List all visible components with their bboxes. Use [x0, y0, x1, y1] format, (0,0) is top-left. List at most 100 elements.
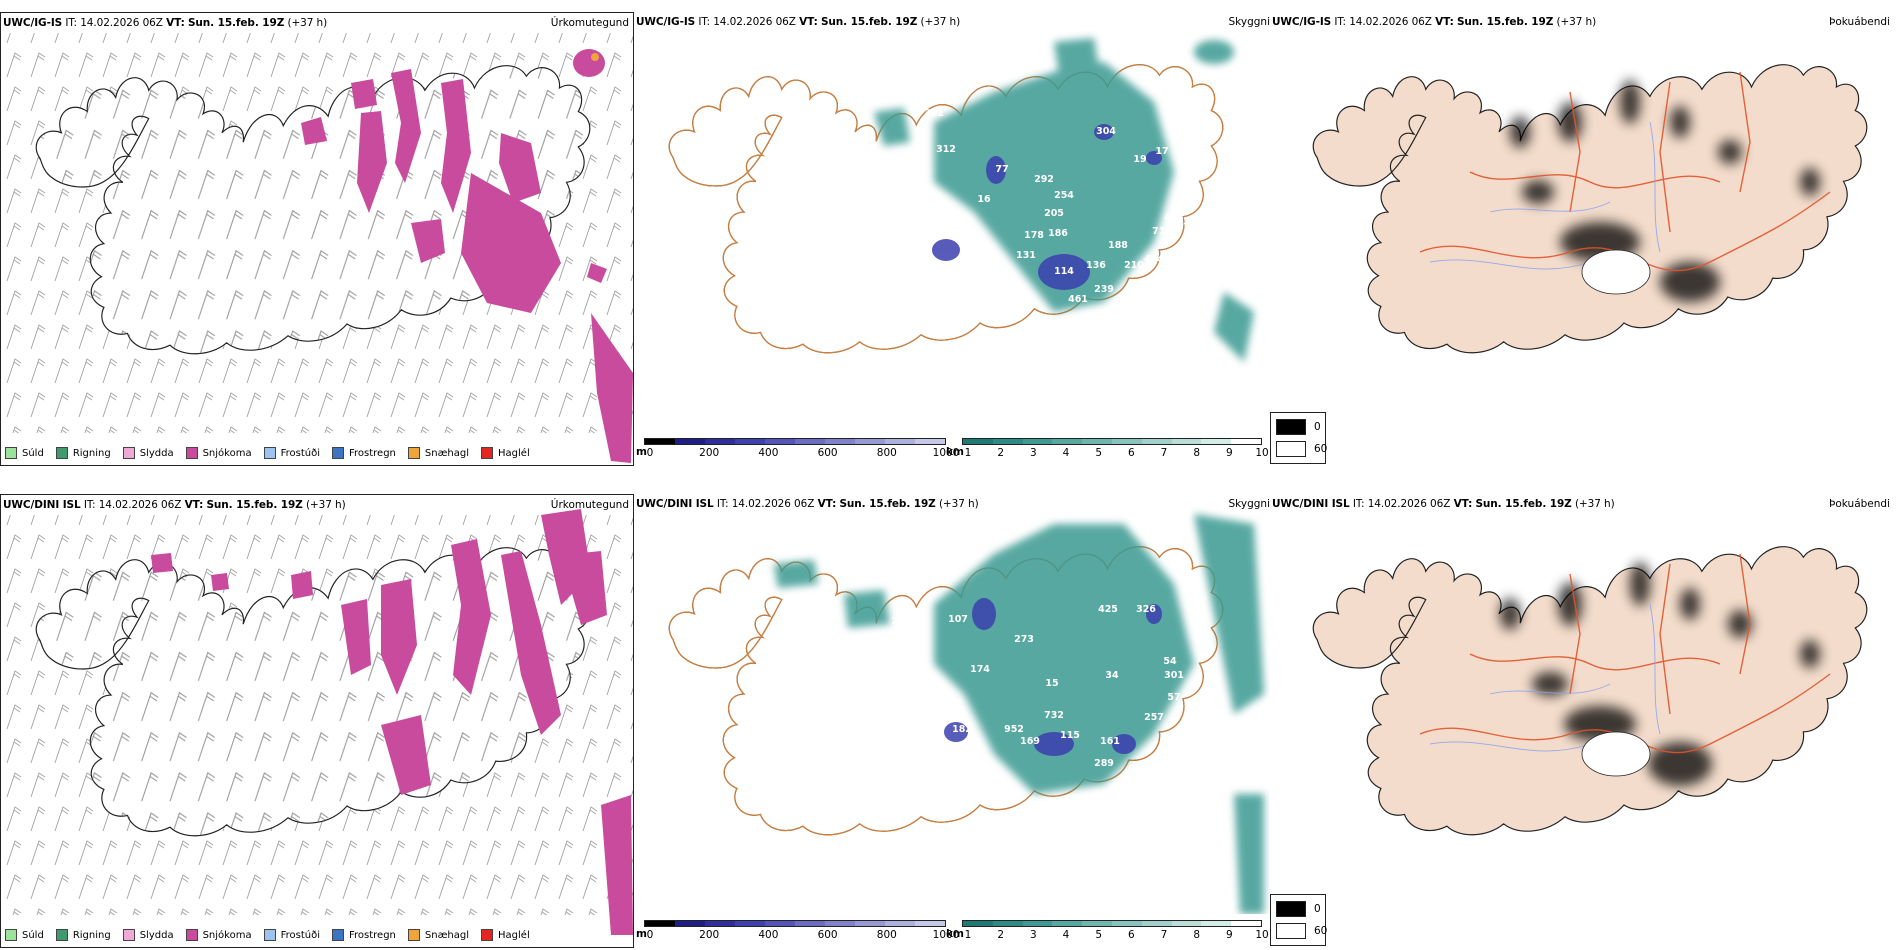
cloud-base-value: 77 [995, 164, 1008, 175]
visibility-panel: UWC/DINI ISL IT: 14.02.2026 06Z VT: Sun.… [634, 494, 1270, 950]
colorbar-step [1022, 921, 1053, 926]
colorbar-tick-label: 4 [1062, 929, 1070, 941]
colorbar-tick-label: 5 [1095, 929, 1102, 941]
low-visibility-areas [774, 514, 1264, 914]
colorbar-step [795, 439, 825, 444]
panel-header: UWC/IG-IS IT: 14.02.2026 06Z VT: Sun. 15… [636, 16, 961, 28]
legend-item-rigning: Rigning [55, 929, 111, 941]
colorbar-step [705, 439, 735, 444]
fog-map [1312, 546, 1868, 836]
cloud-base-value: 114 [1054, 266, 1074, 277]
panel-title: Þokuábendi [1829, 16, 1890, 28]
cloud-base-value: 186 [1048, 228, 1068, 239]
fog-legend: 0 60 [1270, 894, 1327, 946]
colorbar-step [992, 921, 1023, 926]
colorbar-step [963, 439, 993, 444]
legend-item-slydda: Slydda [122, 929, 174, 941]
colorbar-step [1052, 921, 1083, 926]
lead-time: (+37 h) [287, 17, 328, 29]
legend-item-slydda: Slydda [122, 447, 174, 459]
colorbar-tick-label: 1 [964, 929, 972, 941]
cloud-base-value: 15 [1045, 678, 1058, 689]
cloud-base-value: 182 [952, 724, 972, 735]
colorbar-step [1141, 921, 1172, 926]
colorbar-step [1231, 439, 1261, 444]
cloud-base-value: 188 [1108, 240, 1128, 251]
colorbar-step [1052, 439, 1083, 444]
cloud-base-value: 131 [1016, 250, 1036, 261]
colorbar-step [765, 921, 795, 926]
cloud-base-value: 17 [1155, 146, 1168, 157]
model-name: UWC/IG-IS [3, 17, 63, 29]
panel-title: Úrkomutegund [550, 17, 629, 29]
cloud-base-value: 169 [1020, 736, 1040, 747]
colorbar-tick-label: 600 [817, 447, 838, 459]
cloud-base-value: 732 [1044, 710, 1064, 721]
precip-legend: Súld Rigning Slydda Snjókoma Frostúði Fr… [5, 929, 542, 941]
colorbar-step [645, 439, 675, 444]
legend-item-snjokoma: Snjókoma [185, 447, 252, 459]
cloud-base-value: 326 [1136, 604, 1156, 615]
legend-item-haglel: Haglél [481, 447, 530, 459]
visibility-panel: UWC/IG-IS IT: 14.02.2026 06Z VT: Sun. 15… [634, 12, 1270, 468]
panel-header: UWC/IG-IS IT: 14.02.2026 06Z VT: Sun. 15… [3, 17, 328, 29]
colorbar-step [1111, 439, 1142, 444]
cloud-base-value: 292 [1034, 174, 1054, 185]
colorbar-tick-label: 6 [1127, 929, 1135, 941]
panel-title: Úrkomutegund [550, 499, 629, 511]
colorbar-step [1141, 439, 1172, 444]
cloud-base-value: 425 [1098, 604, 1118, 615]
cloud-base-value: 174 [970, 664, 990, 675]
cloud-base-value: 205 [1044, 208, 1064, 219]
colorbar-step [1082, 921, 1112, 926]
colorbar-tick-label: 2 [997, 447, 1004, 459]
colorbar-step [915, 921, 945, 926]
colorbar-step [1022, 439, 1053, 444]
cloud-base-value: 57 [1167, 692, 1180, 703]
cloud-base-value: 16 [977, 194, 991, 205]
cloud-base-colorbar: m 0 200 400 600 800 1000 [636, 920, 959, 944]
panel-header: UWC/DINI ISL IT: 14.02.2026 06Z VT: Sun.… [1272, 498, 1615, 510]
colorbar-tick-label: 6 [1127, 447, 1135, 459]
valid-time: Sun. 15.feb. 19Z [206, 499, 303, 511]
cloud-base-value: 239 [1094, 284, 1114, 295]
colorbar-step [735, 921, 765, 926]
cloud-base-value: 19 [1133, 154, 1146, 165]
cloud-base-value: 301 [1164, 670, 1184, 681]
cloud-base-value: 715 [1152, 226, 1172, 237]
init-time: 14.02.2026 06Z [98, 499, 182, 511]
legend-item-haglel: Haglél [481, 929, 530, 941]
panel-header: UWC/DINI ISL IT: 14.02.2026 06Z VT: Sun.… [636, 498, 979, 510]
fog-map [1312, 64, 1868, 354]
colorbar-step [825, 921, 855, 926]
colorbar-step [1231, 921, 1261, 926]
legend-item-frostregn: Frostregn [332, 929, 396, 941]
colorbar-tick-label: 9 [1225, 447, 1233, 459]
cloud-base-value: 312 [936, 144, 956, 155]
cloud-base-value: 28 [891, 616, 905, 627]
precip-type-panel: UWC/DINI ISL IT: 14.02.2026 06Z VT: Sun.… [0, 494, 634, 948]
snow-areas [151, 509, 633, 935]
precip-map [1, 509, 633, 935]
visibility-colorbar: km 1 2 3 4 5 6 7 8 9 10 [946, 438, 1269, 462]
colorbar-tick-label: 200 [699, 447, 720, 459]
fog-panel: UWC/DINI ISL IT: 14.02.2026 06Z VT: Sun.… [1270, 494, 1900, 950]
colorbar-step [825, 439, 855, 444]
colorbar-step [795, 921, 825, 926]
colorbar-step [645, 921, 675, 926]
cloud-base-colorbar: m 0 200 400 600 800 1000 [636, 438, 959, 462]
colorbar-tick-label: 1000 [932, 929, 960, 941]
colorbar-tick-label: 3 [1029, 929, 1037, 941]
cloud-base-value: 304 [1096, 126, 1116, 137]
cloud-base-value: 136 [1086, 260, 1106, 271]
legend-item-sudl: Súld [5, 447, 44, 459]
colorbar-tick-label: 200 [699, 929, 720, 941]
colorbar-step [963, 921, 993, 926]
colorbar-tick-label: 400 [758, 447, 779, 459]
cloud-base-value: 161 [1100, 736, 1120, 747]
colorbar-step [675, 439, 705, 444]
low-cloud-areas [944, 598, 1162, 756]
